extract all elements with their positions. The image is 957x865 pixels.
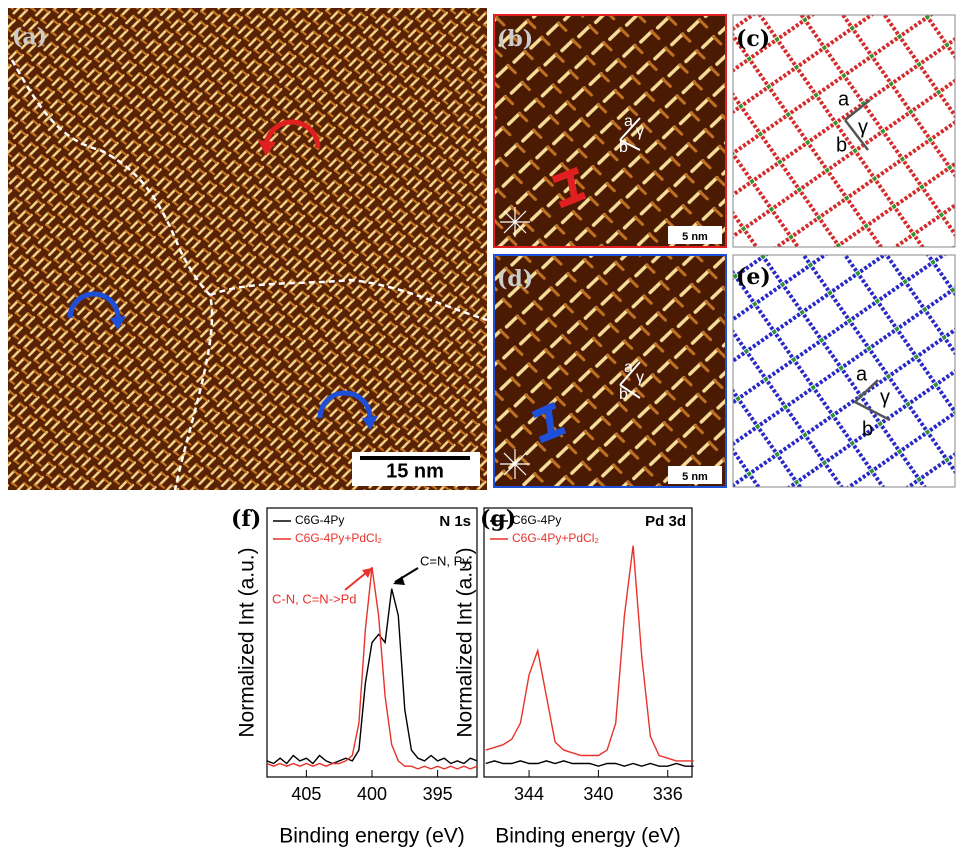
vector-label: a [838, 88, 850, 110]
y-axis-label: Normalized Int (a.u.) [236, 547, 259, 737]
panel-label: (f) [231, 506, 261, 532]
direction-star [500, 207, 530, 237]
panel-label: (a) [12, 24, 47, 50]
vector-label: b [836, 134, 847, 156]
page: 15 nm (a) a γ b 5 nm (b) a γ b (c) a γ b… [0, 0, 957, 865]
vector-label: γ [636, 369, 644, 386]
plot-frame [484, 508, 692, 777]
vector-label: a [856, 363, 868, 385]
legend-label: C6G-4Py+PdCl₂ [512, 531, 599, 545]
vector-label: b [619, 139, 628, 156]
figure: 15 nm (a) a γ b 5 nm (b) a γ b (c) a γ b… [0, 0, 957, 860]
scale-bar-label: 5 nm [682, 231, 708, 243]
annotation: C-N, C=N->Pd [272, 591, 357, 606]
x-axis-label: Binding energy (eV) [495, 825, 681, 848]
annotation-title: N 1s [439, 513, 471, 530]
vector-label: γ [858, 116, 868, 138]
scale-bar-label: 5 nm [682, 471, 708, 483]
vector-label: γ [636, 123, 644, 140]
annotation-title: Pd 3d [645, 513, 686, 530]
x-axis-label: Binding energy (eV) [279, 825, 465, 848]
direction-star [500, 449, 530, 479]
scale-bar-label: 15 nm [386, 460, 444, 482]
spectrum-line [486, 761, 694, 766]
vector-label: b [619, 386, 628, 403]
x-tick-label: 400 [357, 784, 387, 804]
x-tick-label: 405 [291, 784, 321, 804]
panel-label: (d) [497, 266, 533, 292]
legend-label: C6G-4Py [295, 513, 344, 527]
x-tick-label: 344 [514, 784, 544, 804]
panel-label: (e) [736, 264, 771, 290]
panel-label: (c) [736, 26, 770, 52]
spectrum-line [267, 589, 477, 764]
x-tick-label: 336 [653, 784, 683, 804]
x-tick-label: 395 [423, 784, 453, 804]
vector-label: a [624, 113, 633, 130]
legend-label: C6G-4Py [512, 513, 561, 527]
panel-label: (b) [497, 26, 533, 52]
spectrum-line [486, 546, 694, 761]
vector-label: b [862, 418, 873, 440]
panel-label: (g) [480, 506, 516, 532]
x-tick-label: 340 [583, 784, 613, 804]
legend-label: C6G-4Py+PdCl₂ [295, 531, 382, 545]
vector-label: a [624, 359, 633, 376]
y-axis-label: Normalized Int (a.u.) [454, 547, 477, 737]
vector-label: γ [880, 386, 890, 408]
stm-image [8, 8, 487, 490]
